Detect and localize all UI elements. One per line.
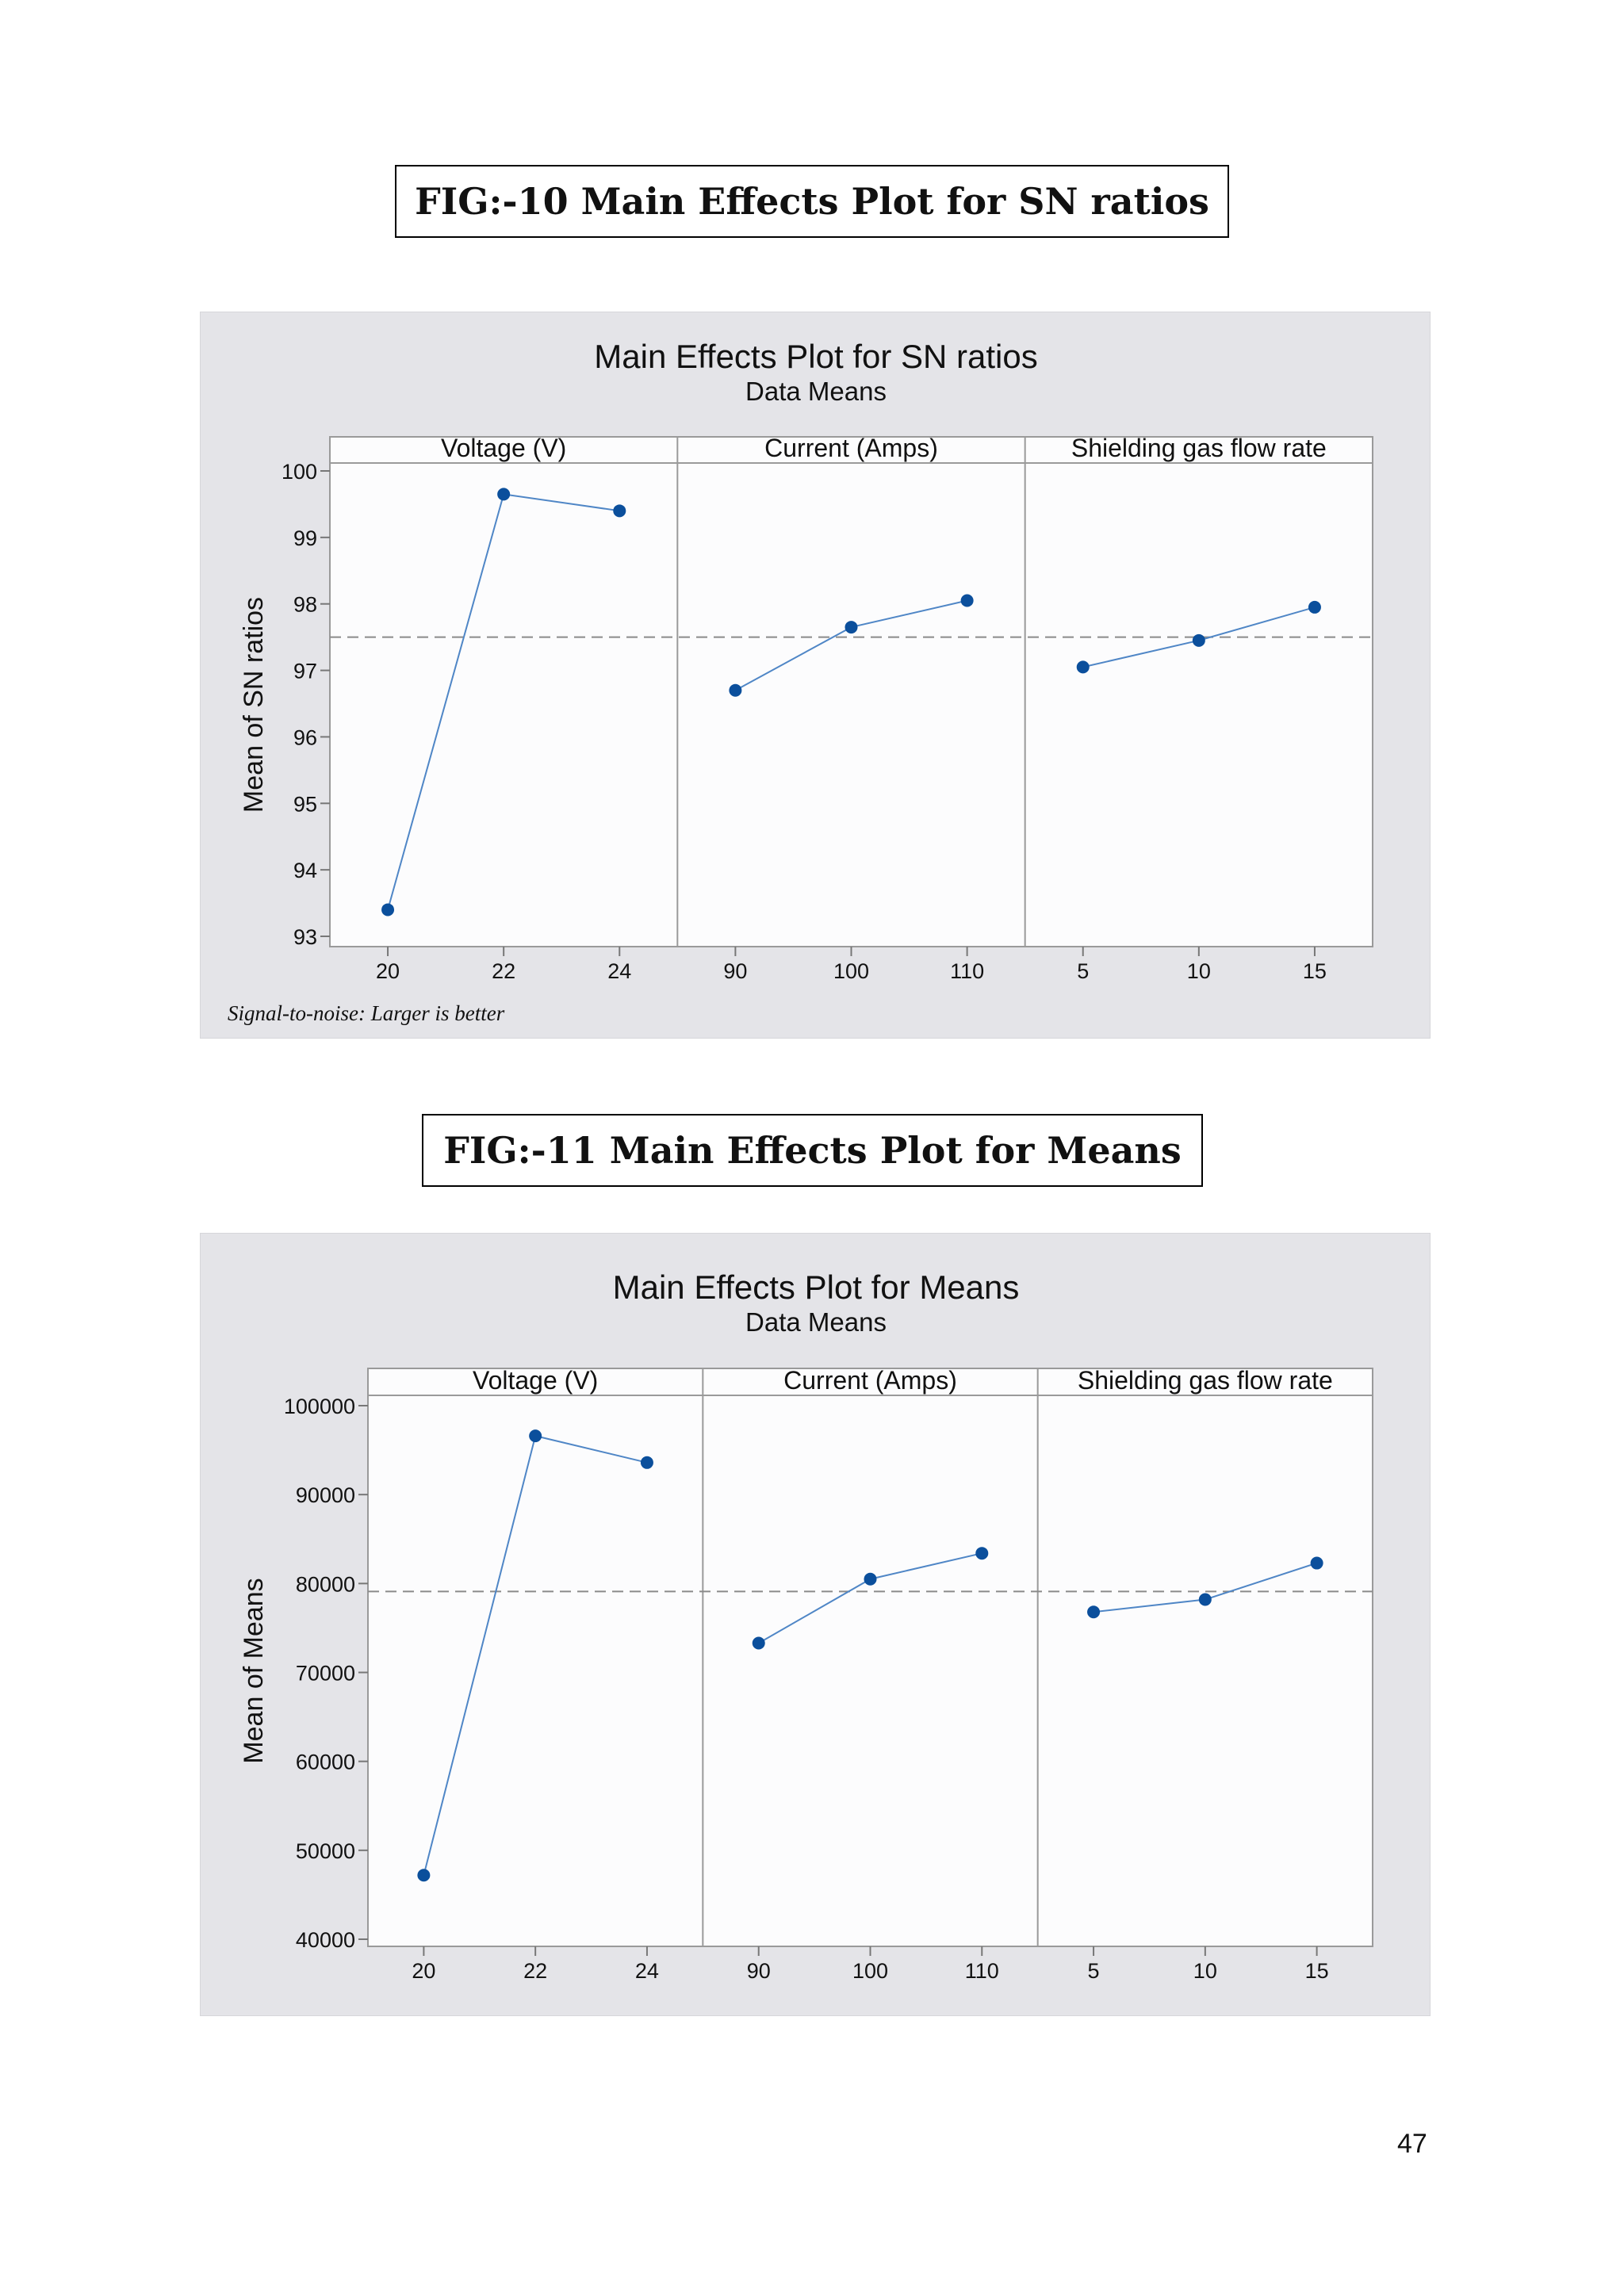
sn-y-tick-label: 94 [293, 859, 317, 882]
means-data-point [752, 1636, 765, 1650]
means-data-point [975, 1547, 989, 1560]
sn-x-tick-label: 5 [1077, 959, 1089, 983]
sn-x-tick-label: 90 [723, 959, 747, 983]
sn-x-tick-label: 100 [833, 959, 869, 983]
sn-data-point [381, 903, 395, 916]
means-chart: Main Effects Plot for Means Data Means Vol… [200, 1233, 1431, 2016]
means-title: Main Effects Plot for Means [613, 1269, 1020, 1306]
sn-y-tick-label: 99 [293, 526, 317, 550]
sn-x-tick-label: 24 [607, 959, 631, 983]
means-y-tick-label: 60000 [296, 1751, 355, 1774]
sn-y-tick-label: 95 [293, 792, 317, 816]
figure-10-caption: FIG:-10 Main Effects Plot for SN ratios [395, 165, 1229, 238]
sn-x-tick-label: 10 [1187, 959, 1211, 983]
sn-y-tick-label: 96 [293, 725, 317, 749]
sn-y-axis-label: Mean of SN ratios [239, 597, 269, 813]
sn-title: Main Effects Plot for SN ratios [594, 338, 1037, 375]
means-x-tick-label: 20 [412, 1959, 435, 1983]
page-number: 47 [1397, 2129, 1427, 2159]
means-panel-header: Shielding gas flow rate [1078, 1366, 1333, 1395]
means-y-tick-label: 50000 [296, 1839, 355, 1863]
means-subtitle: Data Means [745, 1307, 887, 1337]
figure-10-caption-text: FIG:-10 Main Effects Plot for SN ratios [415, 180, 1209, 223]
sn-x-tick-label: 15 [1303, 959, 1327, 983]
figure-11-caption-text: FIG:-11 Main Effects Plot for Means [443, 1129, 1182, 1172]
means-y-tick-label: 80000 [296, 1572, 355, 1596]
sn-panel-header: Shielding gas flow rate [1071, 434, 1327, 462]
means-x-tick-label: 110 [965, 1959, 999, 1983]
sn-subtitle: Data Means [745, 377, 887, 406]
means-plot-area [367, 1368, 1373, 1947]
means-data-point [640, 1456, 653, 1469]
means-data-point [529, 1429, 542, 1443]
sn-x-tick-label: 20 [376, 959, 400, 983]
sn-data-point [497, 488, 511, 501]
sn-data-point [613, 504, 626, 518]
figure-11-caption: FIG:-11 Main Effects Plot for Means [422, 1114, 1203, 1187]
sn-y-tick-label: 97 [293, 660, 317, 683]
means-data-point [1310, 1556, 1323, 1570]
sn-x-tick-label: 110 [950, 959, 984, 983]
means-x-tick-label: 10 [1193, 1959, 1217, 1983]
means-panel-header: Current (Amps) [783, 1366, 957, 1395]
means-data-point [864, 1572, 877, 1586]
sn-footnote: Signal-to-noise: Larger is better [228, 1001, 505, 1025]
sn-panel-header: Current (Amps) [764, 434, 938, 462]
means-x-tick-label: 5 [1088, 1959, 1100, 1983]
means-x-tick-label: 24 [635, 1959, 659, 1983]
sn-y-tick-label: 93 [293, 925, 317, 949]
sn-data-point [729, 683, 742, 697]
sn-ratios-chart: Main Effects Plot for SN ratios Data Mean… [200, 312, 1431, 1039]
sn-data-point [1076, 660, 1090, 674]
means-panel-header: Voltage (V) [473, 1366, 598, 1395]
sn-x-tick-label: 22 [492, 959, 515, 983]
sn-y-tick-label: 98 [293, 593, 317, 617]
means-data-point [1087, 1605, 1101, 1619]
sn-data-point [1192, 633, 1205, 647]
sn-data-point [845, 621, 858, 634]
sn-data-point [960, 594, 974, 607]
means-data-point [1198, 1593, 1212, 1606]
means-x-tick-label: 90 [747, 1959, 771, 1983]
sn-data-point [1308, 600, 1321, 614]
means-x-tick-label: 22 [523, 1959, 547, 1983]
means-x-tick-label: 15 [1305, 1959, 1329, 1983]
sn-panel-header: Voltage (V) [441, 434, 566, 462]
means-y-axis-label: Mean of Means [239, 1578, 269, 1763]
means-y-tick-label: 90000 [296, 1483, 355, 1507]
means-y-tick-label: 100000 [284, 1395, 355, 1418]
means-y-tick-label: 40000 [296, 1928, 355, 1952]
sn-plot-area [329, 436, 1373, 947]
means-data-point [417, 1869, 431, 1882]
means-x-tick-label: 100 [852, 1959, 888, 1983]
sn-y-tick-label: 100 [282, 460, 317, 484]
means-y-tick-label: 70000 [296, 1662, 355, 1686]
